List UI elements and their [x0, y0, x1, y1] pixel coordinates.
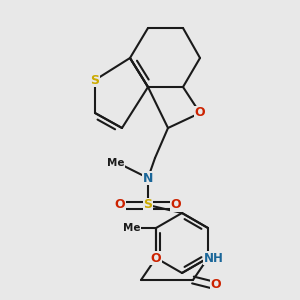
Text: N: N — [143, 172, 153, 184]
Text: O: O — [151, 251, 161, 265]
Text: O: O — [171, 199, 181, 212]
Text: Me: Me — [123, 223, 141, 233]
Text: NH: NH — [204, 251, 224, 265]
Text: S: S — [91, 74, 100, 86]
Text: O: O — [211, 278, 221, 292]
Text: Me: Me — [107, 158, 125, 168]
Text: S: S — [143, 199, 152, 212]
Text: O: O — [195, 106, 205, 119]
Text: O: O — [115, 199, 125, 212]
